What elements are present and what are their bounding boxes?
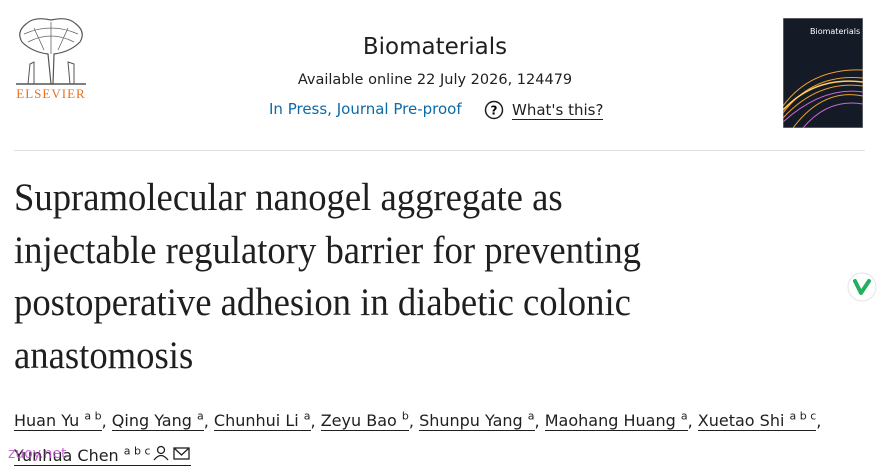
extension-badge[interactable] — [847, 272, 877, 302]
author-affiliations: a b — [84, 410, 102, 423]
help-icon: ? — [484, 100, 504, 120]
status-link[interactable]: In Press, Journal Pre-proof — [269, 100, 462, 118]
author-name[interactable]: Chunhui Li — [213, 411, 299, 431]
svg-text:?: ? — [491, 104, 498, 118]
author-separator: , — [816, 411, 822, 431]
author-affiliations: a — [527, 410, 535, 423]
title-line: postoperative adhesion in diabetic colon… — [14, 281, 631, 324]
author-affiliations: a b c — [789, 410, 817, 423]
watermark: zuoy.net — [8, 446, 67, 462]
author-separator: , — [310, 411, 316, 431]
title-line: Supramolecular nanogel aggregate as — [14, 176, 563, 219]
author-name[interactable]: Xuetao Shi — [697, 411, 785, 431]
cover-title: Biomaterials — [810, 27, 860, 36]
help[interactable]: ? What's this? — [484, 100, 604, 120]
author-separator: , — [534, 411, 540, 431]
author-name[interactable]: Zeyu Bao — [320, 411, 397, 431]
author[interactable]: Qing Yang a — [111, 410, 204, 432]
author[interactable]: Xuetao Shi a b c — [697, 410, 817, 432]
title-line: injectable regulatory barrier for preven… — [14, 228, 642, 272]
author-separator: , — [203, 411, 209, 431]
author-name[interactable]: Huan Yu — [14, 411, 80, 431]
author-separator: , — [408, 411, 414, 431]
author[interactable]: Zeyu Bao b — [320, 410, 409, 432]
author-name[interactable]: Qing Yang — [111, 411, 192, 431]
author[interactable]: Shunpu Yang a — [419, 410, 535, 432]
author-separator: , — [687, 411, 693, 431]
author[interactable]: Yunhua Chen a b c — [14, 444, 191, 466]
help-link[interactable]: What's this? — [512, 100, 604, 120]
title-line: anastomosis — [14, 333, 194, 377]
author-name[interactable]: Shunpu Yang — [419, 411, 523, 431]
author-list: Huan Yu a b, Qing Yang a, Chunhui Li a, … — [14, 402, 874, 469]
author[interactable]: Chunhui Li a — [213, 410, 311, 432]
author-affiliations: a — [303, 410, 311, 423]
author-separator: , — [101, 411, 107, 431]
author-affiliations: a — [196, 410, 204, 423]
availability: Available online 22 July 2026, 124479 — [297, 72, 573, 88]
divider — [14, 150, 865, 151]
journal-cover[interactable]: Biomaterials — [783, 18, 863, 128]
author-affiliations: a — [680, 410, 688, 423]
publisher-logo[interactable] — [12, 14, 90, 86]
article-title: Supramolecular nanogel aggregate as inje… — [14, 172, 681, 382]
author-name[interactable]: Maohang Huang — [544, 411, 676, 431]
author-affiliations: a b c — [123, 444, 151, 458]
author[interactable]: Huan Yu a b — [14, 410, 102, 432]
author-name[interactable]: Yunhua Chen — [14, 445, 119, 465]
author-affiliations: b — [401, 410, 409, 423]
publisher-name: ELSEVIER — [16, 86, 86, 101]
author[interactable]: Maohang Huang a — [544, 410, 688, 432]
author-icons[interactable] — [151, 445, 191, 461]
journal-name[interactable]: Biomaterials — [362, 34, 508, 60]
